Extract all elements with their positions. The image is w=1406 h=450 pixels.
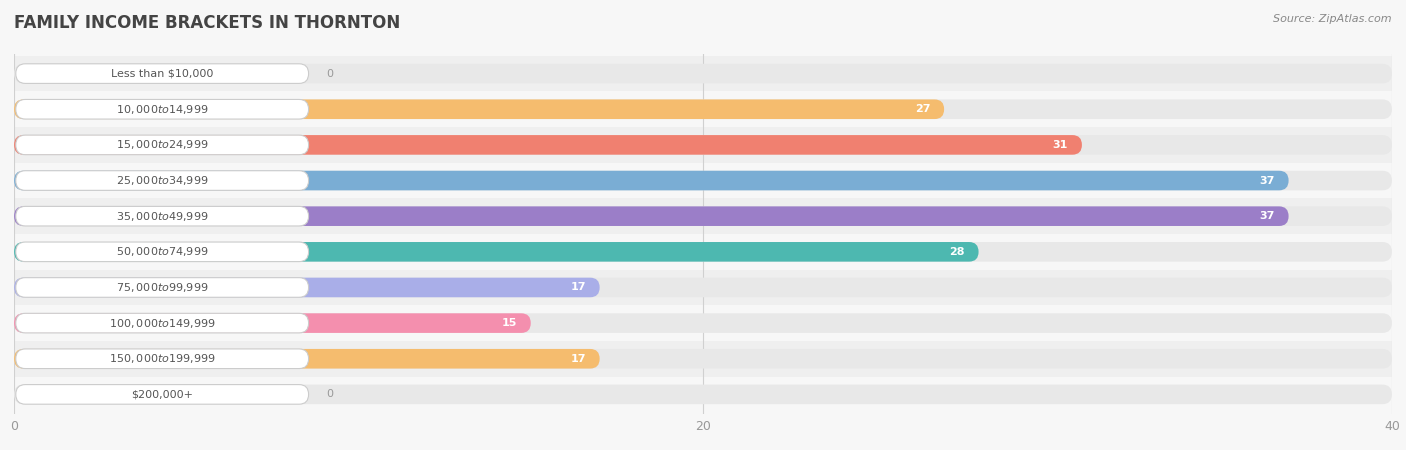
FancyBboxPatch shape xyxy=(14,171,1289,190)
Text: 28: 28 xyxy=(949,247,965,257)
FancyBboxPatch shape xyxy=(14,207,1289,226)
FancyBboxPatch shape xyxy=(14,99,945,119)
FancyBboxPatch shape xyxy=(14,278,599,297)
FancyBboxPatch shape xyxy=(14,91,1392,127)
Text: $25,000 to $34,999: $25,000 to $34,999 xyxy=(115,174,208,187)
Text: Less than $10,000: Less than $10,000 xyxy=(111,68,214,79)
FancyBboxPatch shape xyxy=(14,349,599,369)
Text: 37: 37 xyxy=(1260,211,1275,221)
Text: 31: 31 xyxy=(1053,140,1069,150)
Text: 37: 37 xyxy=(1260,176,1275,185)
FancyBboxPatch shape xyxy=(14,135,1392,155)
FancyBboxPatch shape xyxy=(14,99,1392,119)
Text: 0: 0 xyxy=(326,68,333,79)
FancyBboxPatch shape xyxy=(15,385,308,404)
FancyBboxPatch shape xyxy=(14,135,1083,155)
FancyBboxPatch shape xyxy=(15,207,308,226)
FancyBboxPatch shape xyxy=(14,377,1392,412)
FancyBboxPatch shape xyxy=(14,385,1392,404)
FancyBboxPatch shape xyxy=(14,56,1392,91)
FancyBboxPatch shape xyxy=(14,313,1392,333)
FancyBboxPatch shape xyxy=(14,163,1392,198)
Text: $200,000+: $200,000+ xyxy=(131,389,193,400)
FancyBboxPatch shape xyxy=(14,234,1392,270)
FancyBboxPatch shape xyxy=(15,171,308,190)
FancyBboxPatch shape xyxy=(14,305,1392,341)
FancyBboxPatch shape xyxy=(15,64,308,83)
FancyBboxPatch shape xyxy=(14,127,1392,163)
Text: $10,000 to $14,999: $10,000 to $14,999 xyxy=(115,103,208,116)
FancyBboxPatch shape xyxy=(15,349,308,369)
Text: $150,000 to $199,999: $150,000 to $199,999 xyxy=(108,352,215,365)
FancyBboxPatch shape xyxy=(14,64,1392,83)
FancyBboxPatch shape xyxy=(14,341,1392,377)
Text: $100,000 to $149,999: $100,000 to $149,999 xyxy=(108,317,215,329)
Text: Source: ZipAtlas.com: Source: ZipAtlas.com xyxy=(1274,14,1392,23)
FancyBboxPatch shape xyxy=(14,349,1392,369)
Text: 15: 15 xyxy=(502,318,517,328)
FancyBboxPatch shape xyxy=(15,99,308,119)
FancyBboxPatch shape xyxy=(14,207,1392,226)
Text: $15,000 to $24,999: $15,000 to $24,999 xyxy=(115,139,208,151)
FancyBboxPatch shape xyxy=(14,198,1392,234)
Text: $75,000 to $99,999: $75,000 to $99,999 xyxy=(115,281,208,294)
FancyBboxPatch shape xyxy=(15,135,308,155)
FancyBboxPatch shape xyxy=(15,242,308,261)
FancyBboxPatch shape xyxy=(14,278,1392,297)
FancyBboxPatch shape xyxy=(14,242,979,261)
FancyBboxPatch shape xyxy=(14,242,1392,261)
Text: $35,000 to $49,999: $35,000 to $49,999 xyxy=(115,210,208,223)
Text: FAMILY INCOME BRACKETS IN THORNTON: FAMILY INCOME BRACKETS IN THORNTON xyxy=(14,14,401,32)
FancyBboxPatch shape xyxy=(14,270,1392,305)
FancyBboxPatch shape xyxy=(15,278,308,297)
Text: $50,000 to $74,999: $50,000 to $74,999 xyxy=(115,245,208,258)
FancyBboxPatch shape xyxy=(15,313,308,333)
Text: 27: 27 xyxy=(915,104,931,114)
Text: 17: 17 xyxy=(571,283,586,293)
FancyBboxPatch shape xyxy=(14,171,1392,190)
Text: 17: 17 xyxy=(571,354,586,364)
Text: 0: 0 xyxy=(326,389,333,400)
FancyBboxPatch shape xyxy=(14,313,531,333)
